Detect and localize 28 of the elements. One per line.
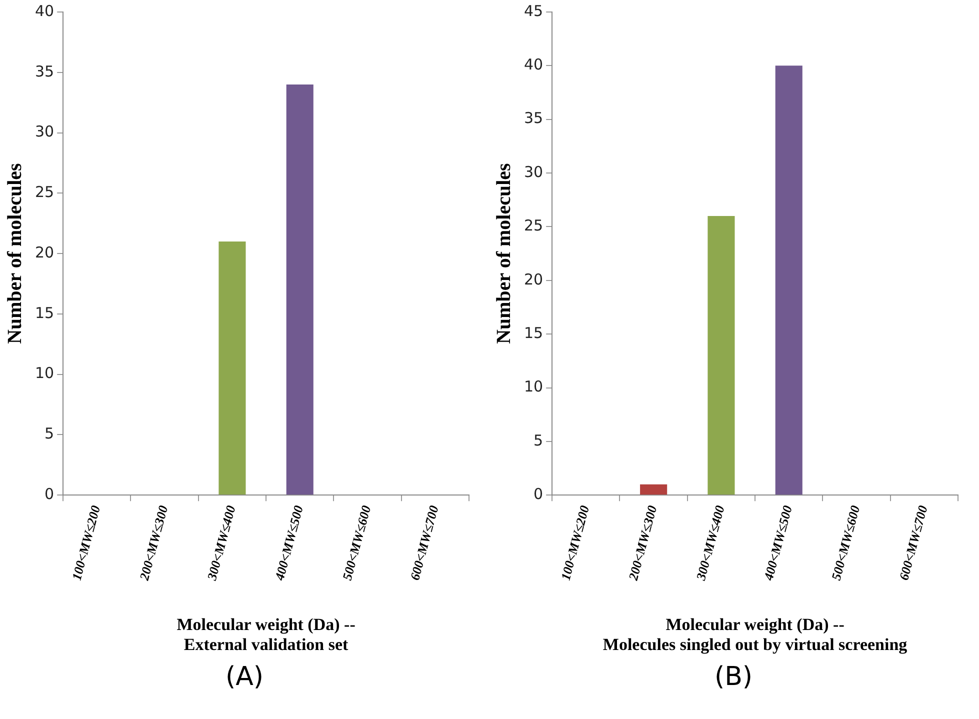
- x-axis-title: Molecular weight (Da) -- Molecules singled out by virtual screening: [602, 614, 908, 654]
- y-tick-label: 30: [34, 122, 54, 141]
- y-tick-label: 10: [34, 364, 54, 382]
- x-axis-title: Molecular weight (Da) -- External validation set: [176, 614, 356, 654]
- y-tick-label: 30: [524, 162, 544, 181]
- bar: [640, 484, 668, 495]
- y-tick-label: 35: [34, 62, 54, 80]
- bar: [708, 216, 735, 495]
- y-tick-label: 35: [524, 109, 544, 128]
- text: (B): [713, 662, 754, 692]
- y-tick-label: 15: [34, 304, 54, 322]
- y-tick-label: 20: [524, 270, 544, 288]
- y-tick-label: 15: [524, 324, 544, 342]
- y-tick-label: 25: [34, 183, 54, 202]
- y-tick-label: 20: [34, 243, 54, 262]
- y-tick-label: 5: [534, 431, 544, 450]
- y-tick-label: 45: [524, 2, 544, 20]
- bar: [775, 66, 802, 495]
- y-tick-label: 10: [524, 378, 544, 396]
- y-tick-label: 0: [44, 485, 54, 504]
- y-axis-title: Number of molecules: [493, 162, 516, 344]
- y-axis-title: Number of molecules: [4, 162, 26, 344]
- y-tick-label: 25: [524, 216, 544, 235]
- y-tick-label: 40: [524, 56, 544, 74]
- y-tick-label: 5: [44, 424, 54, 443]
- y-tick-label: 40: [34, 2, 54, 20]
- y-tick-label: 0: [534, 485, 544, 504]
- text: (A): [224, 662, 265, 692]
